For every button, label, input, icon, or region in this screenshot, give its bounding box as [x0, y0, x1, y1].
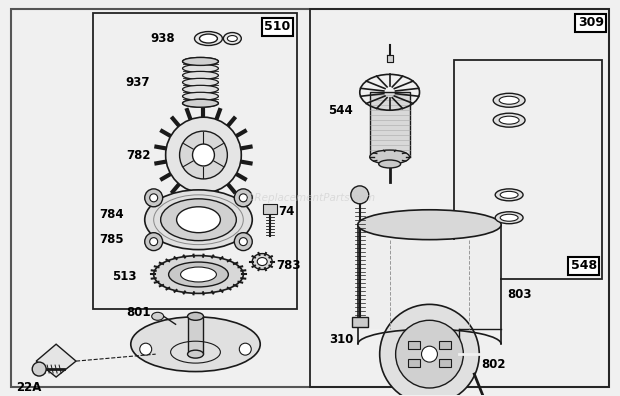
Polygon shape	[387, 55, 392, 63]
Ellipse shape	[493, 113, 525, 127]
Ellipse shape	[177, 207, 220, 233]
Bar	[310, 9, 609, 387]
Ellipse shape	[169, 262, 228, 287]
Ellipse shape	[182, 71, 218, 79]
Bar	[187, 316, 203, 354]
Ellipse shape	[182, 92, 218, 100]
Ellipse shape	[228, 36, 237, 42]
Ellipse shape	[379, 160, 401, 168]
Ellipse shape	[182, 85, 218, 93]
Ellipse shape	[500, 191, 518, 198]
Text: 938: 938	[151, 32, 175, 45]
Ellipse shape	[182, 57, 218, 65]
Circle shape	[166, 117, 241, 193]
Circle shape	[149, 194, 157, 202]
Ellipse shape	[182, 78, 218, 86]
Ellipse shape	[500, 214, 518, 221]
Ellipse shape	[161, 199, 236, 241]
Text: 74: 74	[278, 205, 294, 218]
Ellipse shape	[180, 267, 216, 282]
Polygon shape	[36, 344, 76, 377]
Ellipse shape	[195, 32, 223, 46]
Circle shape	[193, 144, 215, 166]
Bar	[93, 13, 297, 309]
Ellipse shape	[182, 57, 218, 65]
Ellipse shape	[187, 312, 203, 320]
Text: 802: 802	[481, 358, 506, 371]
Ellipse shape	[495, 189, 523, 201]
Text: ©ReplacementParts.com: ©ReplacementParts.com	[244, 193, 376, 203]
Ellipse shape	[152, 312, 164, 320]
Bar	[454, 61, 602, 280]
Circle shape	[144, 233, 162, 251]
Ellipse shape	[358, 210, 501, 240]
Bar	[408, 359, 420, 367]
Circle shape	[180, 131, 228, 179]
Text: 937: 937	[126, 76, 150, 89]
Circle shape	[239, 194, 247, 202]
Text: 801: 801	[126, 306, 150, 319]
Circle shape	[32, 362, 46, 376]
Ellipse shape	[182, 99, 218, 107]
Circle shape	[379, 305, 479, 396]
Text: 785: 785	[99, 233, 123, 246]
Ellipse shape	[499, 96, 519, 104]
Ellipse shape	[499, 116, 519, 124]
Text: 544: 544	[328, 104, 353, 117]
Circle shape	[396, 320, 463, 388]
Bar	[439, 359, 451, 367]
Text: 22A: 22A	[17, 381, 42, 394]
Text: 782: 782	[126, 148, 150, 162]
Ellipse shape	[154, 255, 243, 293]
Ellipse shape	[182, 99, 218, 107]
Ellipse shape	[257, 257, 267, 266]
Bar	[370, 92, 410, 157]
Circle shape	[351, 186, 369, 204]
Ellipse shape	[144, 190, 252, 249]
Bar	[408, 341, 420, 349]
Ellipse shape	[200, 34, 218, 43]
Ellipse shape	[495, 212, 523, 224]
Ellipse shape	[182, 65, 218, 72]
Circle shape	[234, 233, 252, 251]
Circle shape	[239, 343, 251, 355]
Ellipse shape	[187, 350, 203, 358]
Circle shape	[144, 189, 162, 207]
Ellipse shape	[493, 93, 525, 107]
Text: 510: 510	[264, 20, 290, 33]
Circle shape	[149, 238, 157, 246]
Bar	[359, 240, 500, 329]
Text: 513: 513	[112, 270, 137, 283]
Bar	[352, 317, 368, 327]
Circle shape	[234, 189, 252, 207]
Bar	[264, 204, 277, 214]
Ellipse shape	[131, 317, 260, 371]
Bar	[439, 341, 451, 349]
Text: 310: 310	[330, 333, 354, 346]
Ellipse shape	[223, 32, 241, 44]
Ellipse shape	[370, 150, 410, 164]
Ellipse shape	[252, 253, 272, 270]
Text: 783: 783	[276, 259, 301, 272]
Text: 548: 548	[571, 259, 597, 272]
Circle shape	[422, 346, 438, 362]
Text: 309: 309	[578, 16, 604, 29]
Circle shape	[239, 238, 247, 246]
Text: 784: 784	[99, 208, 123, 221]
Text: 803: 803	[507, 288, 531, 301]
Circle shape	[140, 343, 152, 355]
